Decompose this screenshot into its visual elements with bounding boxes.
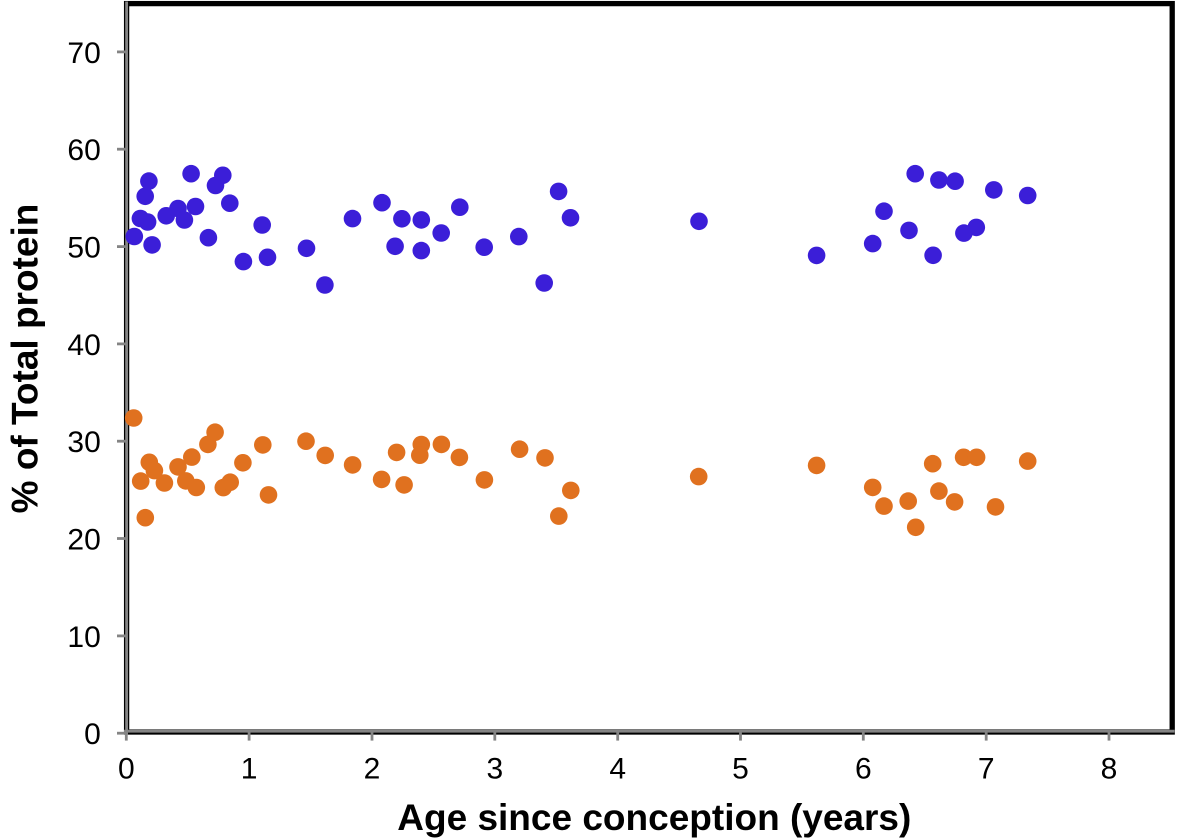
svg-text:6: 6 bbox=[855, 753, 872, 786]
svg-text:0: 0 bbox=[84, 718, 101, 751]
svg-text:1: 1 bbox=[241, 753, 258, 786]
svg-text:40: 40 bbox=[67, 329, 100, 362]
svg-text:% of Total protein: % of Total protein bbox=[5, 204, 46, 514]
svg-text:60: 60 bbox=[67, 134, 100, 167]
svg-text:50: 50 bbox=[67, 231, 100, 264]
svg-text:20: 20 bbox=[67, 523, 100, 556]
svg-text:8: 8 bbox=[1101, 753, 1118, 786]
svg-text:5: 5 bbox=[732, 753, 749, 786]
svg-text:Age since conception (years): Age since conception (years) bbox=[397, 797, 911, 838]
svg-text:7: 7 bbox=[978, 753, 995, 786]
svg-text:70: 70 bbox=[67, 37, 100, 70]
svg-text:30: 30 bbox=[67, 426, 100, 459]
svg-text:10: 10 bbox=[67, 621, 100, 654]
svg-text:4: 4 bbox=[609, 753, 626, 786]
svg-text:0: 0 bbox=[118, 753, 135, 786]
svg-text:3: 3 bbox=[486, 753, 503, 786]
svg-text:2: 2 bbox=[364, 753, 381, 786]
